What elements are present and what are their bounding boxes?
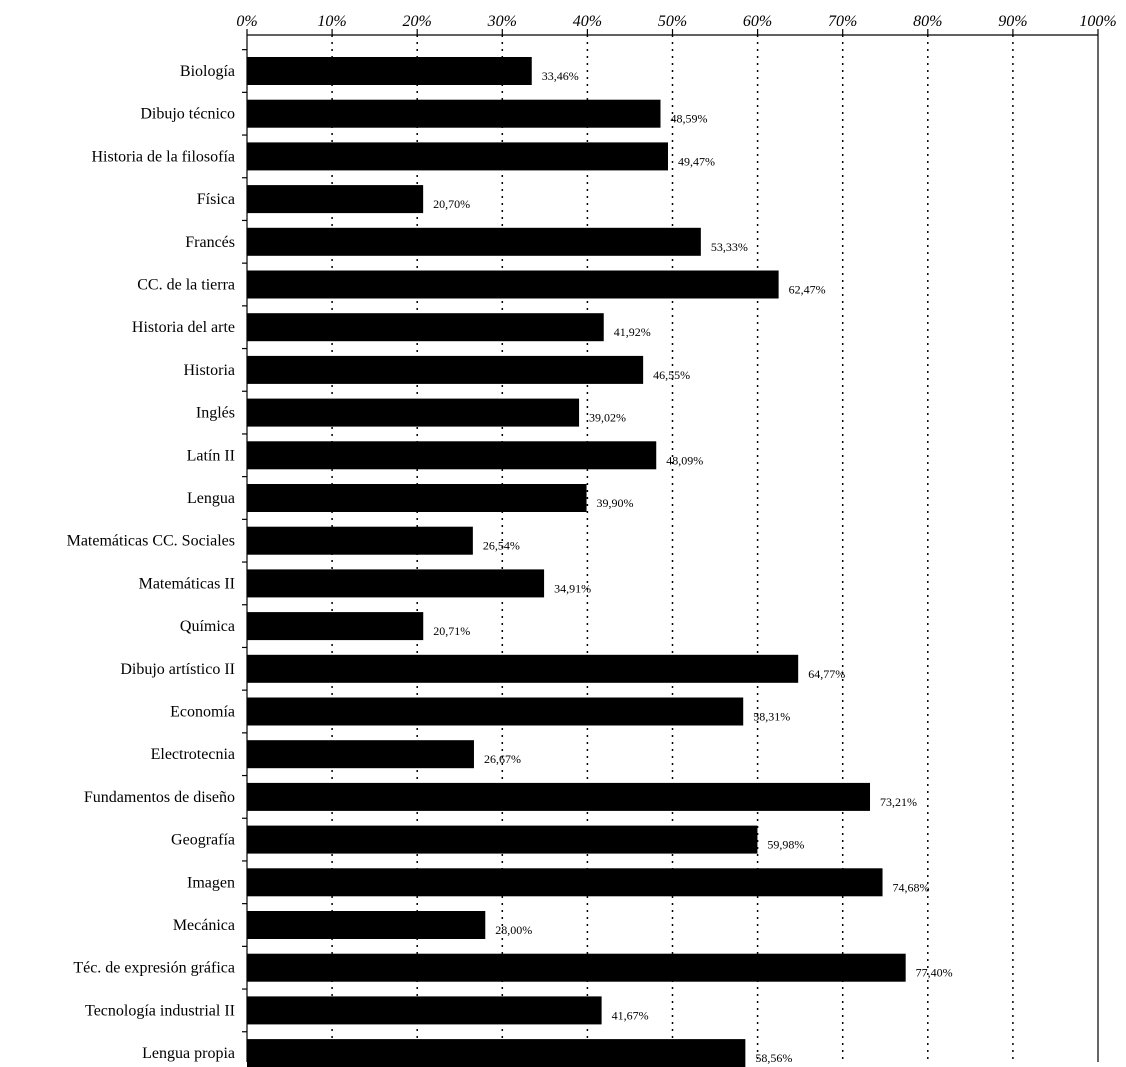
category-label: Matemáticas II — [139, 575, 235, 592]
category-label: Geografía — [171, 832, 235, 849]
bar — [247, 227, 701, 256]
category-label: Historia del arte — [132, 319, 235, 336]
value-label: 48,09% — [666, 453, 703, 467]
category-label: Química — [180, 618, 235, 635]
value-label: 28,00% — [495, 923, 532, 937]
value-label: 34,91% — [554, 581, 591, 595]
category-label: Téc. de expresión gráfica — [73, 960, 235, 977]
category-label: CC. de la tierra — [137, 277, 235, 294]
x-tick-label: 30% — [487, 13, 517, 30]
bar — [247, 612, 424, 641]
bar — [247, 1039, 746, 1067]
category-labels: Biología Dibujo técnico Historia de la fil… — [67, 63, 235, 1062]
category-label: Biología — [180, 63, 235, 80]
bars — [247, 57, 906, 1067]
value-label: 74,68% — [893, 880, 930, 894]
value-label: 64,77% — [808, 667, 845, 681]
value-label: 53,33% — [711, 240, 748, 254]
bar — [247, 398, 580, 427]
bar — [247, 270, 779, 299]
category-label: Economía — [170, 704, 235, 721]
category-label: Dibujo artístico II — [120, 661, 235, 678]
category-label: Latín II — [187, 447, 235, 464]
bar — [247, 185, 424, 214]
category-label: Matemáticas CC. Sociales — [67, 533, 235, 550]
category-label: Mecánica — [173, 917, 235, 934]
bar — [247, 99, 661, 128]
x-tick-label: 60% — [743, 13, 772, 30]
bar — [247, 825, 758, 854]
value-label: 41,92% — [614, 325, 651, 339]
bar — [247, 740, 474, 769]
value-label: 41,67% — [612, 1008, 649, 1022]
value-label: 62,47% — [789, 283, 826, 297]
value-label: 33,46% — [542, 69, 579, 83]
bar — [247, 526, 473, 555]
bar — [247, 569, 545, 598]
value-label: 39,02% — [589, 411, 626, 425]
axes — [242, 34, 1099, 1062]
category-label: Inglés — [196, 405, 235, 422]
bar — [247, 782, 871, 811]
value-label: 73,21% — [880, 795, 917, 809]
bar — [247, 313, 604, 342]
bar — [247, 654, 799, 683]
value-label: 39,90% — [597, 496, 634, 510]
bar — [247, 996, 602, 1025]
bar — [247, 911, 486, 939]
category-label: Historia — [183, 362, 235, 379]
value-label: 77,40% — [916, 966, 953, 980]
category-label: Lengua — [187, 490, 235, 507]
category-label: Fundamentos de diseño — [84, 789, 235, 806]
category-label: Física — [197, 191, 235, 208]
x-tick-label: 90% — [998, 13, 1027, 30]
category-label: Historia de la filosofía — [91, 148, 235, 165]
value-label: 20,70% — [433, 197, 470, 211]
category-label: Electrotecnia — [151, 746, 235, 763]
value-label: 58,31% — [753, 710, 790, 724]
bar — [247, 441, 657, 470]
value-label: 49,47% — [678, 154, 715, 168]
x-tick-label: 100% — [1079, 13, 1116, 30]
x-tick-label: 10% — [317, 13, 346, 30]
x-tick-label: 70% — [828, 13, 857, 30]
value-label: 26,67% — [484, 752, 521, 766]
x-tick-label: 80% — [913, 13, 942, 30]
bar — [247, 484, 587, 512]
x-tick-label: 40% — [573, 13, 602, 30]
value-label: 59,98% — [767, 838, 804, 852]
value-label: 20,71% — [433, 624, 470, 638]
value-label: 46,55% — [653, 368, 690, 382]
category-label: Lengua propia — [142, 1045, 235, 1062]
category-label: Tecnología industrial II — [85, 1002, 235, 1019]
bar — [247, 953, 906, 982]
value-label: 58,56% — [755, 1051, 792, 1065]
category-label: Imagen — [187, 874, 235, 891]
bar — [247, 868, 883, 897]
bar — [247, 355, 644, 384]
x-tick-label: 0% — [236, 13, 257, 30]
bar — [247, 142, 668, 171]
bar — [247, 57, 532, 85]
value-labels: 33,46% 48,59% 49,47% 20,70% 53,33% 62,47% 41,9… — [433, 69, 953, 1065]
value-label: 26,54% — [483, 539, 520, 553]
category-label: Francés — [185, 234, 235, 251]
x-axis-ticks: 0% 10% 20% 30% 40% 50% 60% 70% 80% 90% 100% — [236, 13, 1117, 35]
category-label: Dibujo técnico — [140, 106, 235, 123]
bar — [247, 697, 744, 726]
value-label: 48,59% — [671, 112, 708, 126]
x-tick-label: 20% — [403, 13, 432, 30]
x-tick-label: 50% — [658, 13, 687, 30]
